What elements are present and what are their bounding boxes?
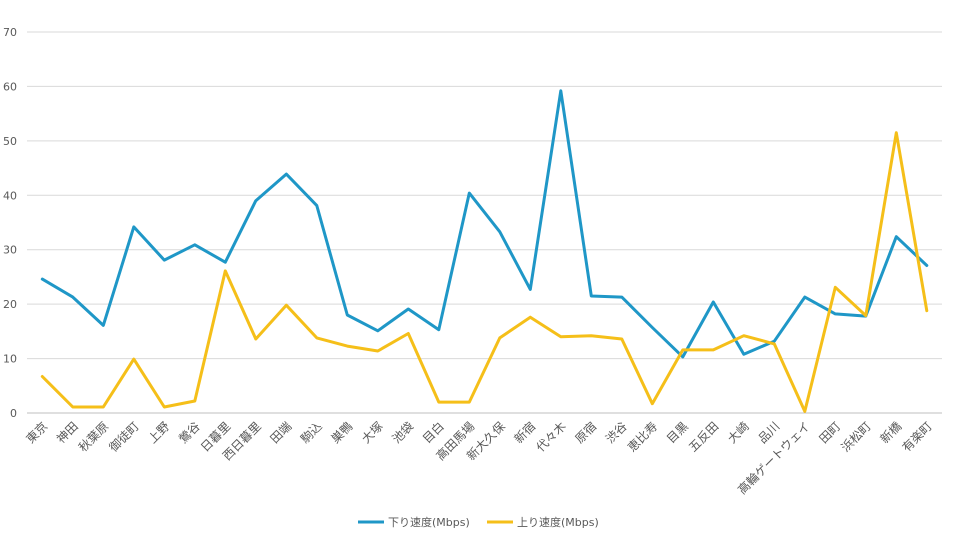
x-tick-label: 有楽町 (900, 419, 935, 454)
x-tick-label: 御徒町 (106, 419, 142, 455)
x-tick-label: 東京 (23, 419, 50, 446)
x-tick-label: 原宿 (572, 419, 600, 447)
legend-label: 上り速度(Mbps) (517, 515, 599, 529)
x-tick-label: 渋谷 (603, 419, 630, 446)
y-tick-label: 70 (3, 26, 17, 39)
x-tick-label: 田端 (267, 419, 294, 446)
x-tick-label: 田町 (816, 419, 843, 446)
series-lines (40, 89, 929, 413)
x-tick-label: 目白 (419, 419, 447, 447)
x-tick-label: 大崎 (725, 419, 752, 446)
series-line-1 (40, 89, 929, 359)
y-tick-label: 30 (3, 244, 17, 257)
y-tick-label: 10 (3, 353, 17, 366)
x-tick-label: 池袋 (389, 419, 416, 446)
y-tick-label: 20 (3, 298, 17, 311)
x-tick-label: 新橋 (877, 419, 905, 447)
x-tick-label: 代々木 (534, 419, 569, 454)
series-line-2 (40, 131, 929, 413)
x-tick-label: 上野 (145, 419, 172, 446)
x-tick-label: 鶯谷 (175, 419, 203, 447)
x-tick-label: 目黒 (664, 419, 691, 446)
x-tick-label: 駒込 (298, 419, 325, 446)
x-tick-label: 神田 (54, 419, 81, 446)
y-tick-label: 60 (3, 80, 17, 93)
legend: 下り速度(Mbps) 上り速度(Mbps) (358, 515, 599, 529)
x-tick-label: 浜松町 (839, 419, 874, 454)
x-tick-label: 巣鴨 (328, 419, 355, 446)
x-tick-label: 品川 (755, 419, 782, 446)
y-tick-label: 50 (3, 135, 17, 148)
y-tick-label: 40 (3, 189, 17, 202)
x-tick-label: 新宿 (511, 419, 539, 447)
x-tick-label: 恵比寿 (625, 419, 660, 454)
legend-label: 下り速度(Mbps) (388, 515, 470, 529)
x-tick-label: 大塚 (359, 419, 386, 446)
grid-lines (27, 31, 942, 414)
x-tick-label: 秋葉原 (76, 419, 111, 454)
y-tick-label: 0 (10, 407, 17, 420)
y-axis: 0 10 20 30 40 50 60 70 (3, 26, 17, 420)
x-tick-label: 五反田 (686, 419, 721, 454)
